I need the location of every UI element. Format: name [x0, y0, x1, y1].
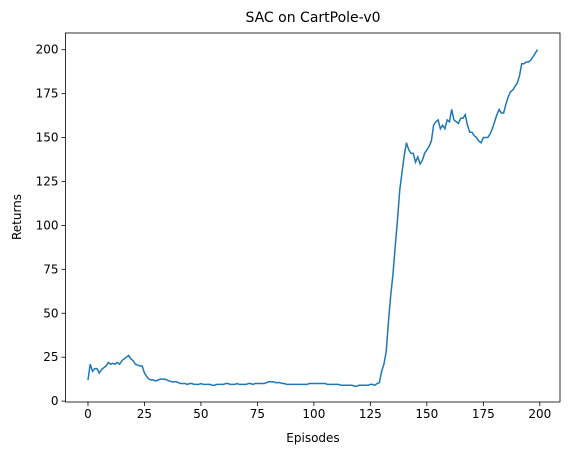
- y-tick-label: 50: [43, 306, 58, 320]
- y-tick-label: 200: [36, 43, 59, 57]
- x-tick-label: 0: [84, 407, 92, 421]
- y-tick-label: 75: [43, 262, 58, 276]
- x-tick-label: 50: [193, 407, 208, 421]
- x-tick-label: 175: [472, 407, 495, 421]
- plot-frame: [65, 32, 561, 403]
- x-tick-label: 100: [302, 407, 325, 421]
- line: [87, 49, 539, 387]
- y-tick-label: 125: [36, 174, 59, 188]
- x-axis-label: Episodes: [286, 431, 339, 445]
- x-tick-label: 25: [137, 407, 152, 421]
- y-axis-label: Returns: [10, 194, 24, 240]
- y-tick-label: 175: [36, 87, 59, 101]
- y-tick-label: 150: [36, 131, 59, 145]
- x-tick-label: 125: [359, 407, 382, 421]
- x-tick-label: 150: [415, 407, 438, 421]
- chart-title: SAC on CartPole-v0: [245, 10, 380, 26]
- x-tick-label: 75: [250, 407, 265, 421]
- y-tick-label: 0: [51, 394, 59, 408]
- y-tick-label: 100: [36, 218, 59, 232]
- y-tick-label: 25: [43, 350, 58, 364]
- x-tick-label: 200: [528, 407, 551, 421]
